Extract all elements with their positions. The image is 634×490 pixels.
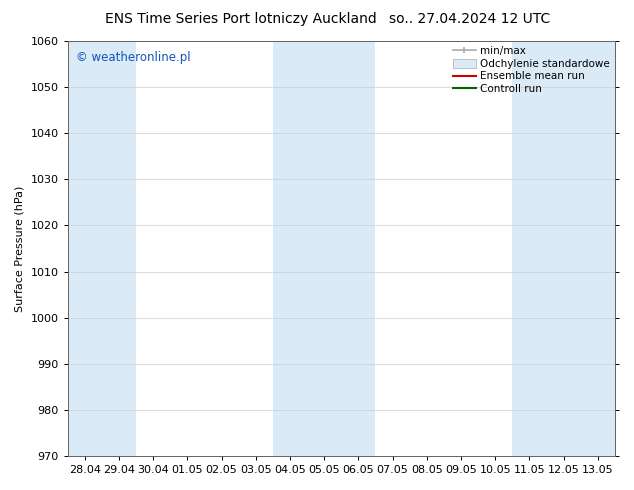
- Bar: [68, 41, 102, 456]
- Bar: [512, 41, 547, 456]
- Text: so.. 27.04.2024 12 UTC: so.. 27.04.2024 12 UTC: [389, 12, 550, 26]
- Text: © weatheronline.pl: © weatheronline.pl: [76, 51, 191, 64]
- Bar: [341, 41, 375, 456]
- Bar: [547, 41, 581, 456]
- Legend: min/max, Odchylenie standardowe, Ensemble mean run, Controll run: min/max, Odchylenie standardowe, Ensembl…: [453, 46, 610, 94]
- Text: ENS Time Series Port lotniczy Auckland: ENS Time Series Port lotniczy Auckland: [105, 12, 377, 26]
- Bar: [581, 41, 615, 456]
- Bar: [307, 41, 341, 456]
- Bar: [273, 41, 307, 456]
- Bar: [102, 41, 136, 456]
- Y-axis label: Surface Pressure (hPa): Surface Pressure (hPa): [15, 185, 25, 312]
